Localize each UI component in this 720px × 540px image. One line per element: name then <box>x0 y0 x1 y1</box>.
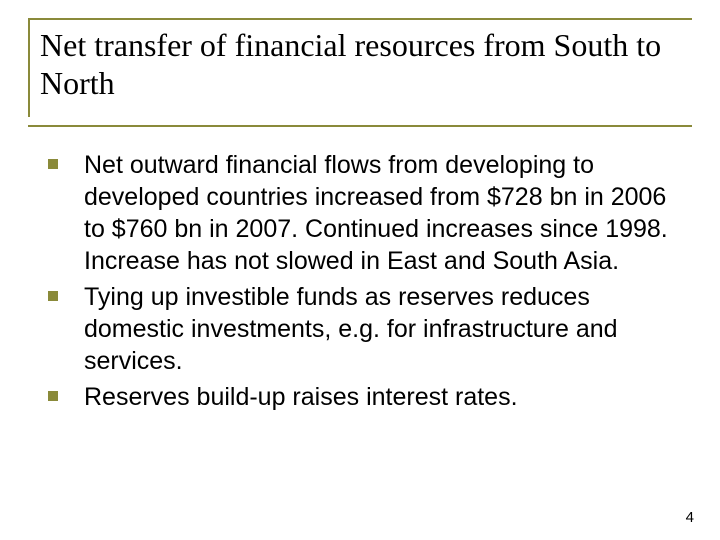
slide-title: Net transfer of financial resources from… <box>40 26 692 103</box>
slide: Net transfer of financial resources from… <box>0 0 720 540</box>
bullet-list: Net outward financial flows from develop… <box>28 149 692 413</box>
list-item: Tying up investible funds as reserves re… <box>48 281 692 377</box>
title-container: Net transfer of financial resources from… <box>28 18 692 117</box>
list-item: Reserves build-up raises interest rates. <box>48 381 692 413</box>
page-number: 4 <box>686 509 694 526</box>
title-underline <box>28 125 692 127</box>
list-item: Net outward financial flows from develop… <box>48 149 692 277</box>
